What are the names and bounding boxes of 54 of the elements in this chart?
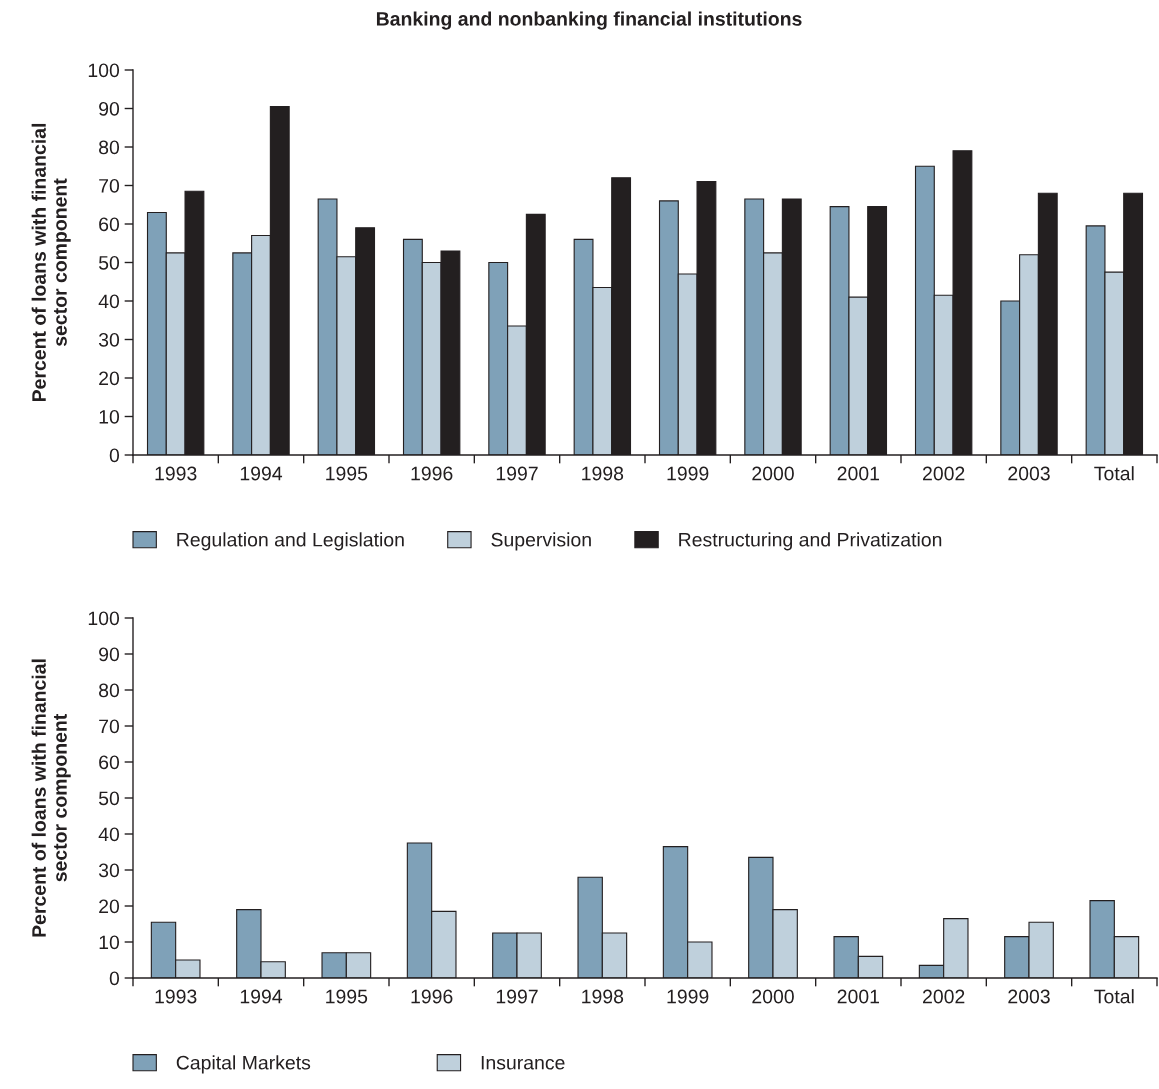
- x-tick-label: 2000: [752, 466, 794, 481]
- y-tick-label: 0: [109, 971, 120, 986]
- x-tick-label: 1998: [582, 989, 624, 1004]
- x-tick-label: 2003: [1008, 989, 1050, 1004]
- y-tick-label: 100: [88, 63, 120, 78]
- y-tick-label: 20: [99, 371, 120, 386]
- x-tick-label: 1996: [411, 466, 453, 481]
- y-tick-label: 50: [98, 791, 120, 806]
- y-tick-label: 20: [99, 899, 120, 914]
- legend-label: Capital Markets: [176, 1055, 311, 1074]
- y-tick-label: 60: [99, 755, 120, 770]
- x-tick-label: Total: [1094, 466, 1134, 481]
- y-tick-label: 80: [99, 140, 120, 155]
- x-tick-label: 1993: [155, 466, 197, 481]
- x-tick-label: 1997: [496, 466, 538, 481]
- x-tick-label: 2002: [923, 989, 965, 1004]
- legend-label: Insurance: [481, 1055, 565, 1070]
- y-tick-label: 10: [99, 935, 120, 950]
- y-axis-title: Percent of loans with financial sector component: [31, 123, 71, 402]
- legend-label: Regulation and Legislation: [177, 532, 404, 551]
- y-tick-label: 100: [88, 611, 120, 626]
- x-tick-label: 2001: [837, 466, 880, 481]
- x-tick-label: 1995: [326, 989, 368, 1004]
- x-tick-label: 2003: [1008, 466, 1050, 481]
- legend-label: Supervision: [491, 532, 591, 551]
- x-tick-label: Total: [1094, 989, 1134, 1004]
- y-tick-label: 70: [99, 719, 120, 734]
- y-tick-label: 30: [98, 863, 120, 878]
- x-tick-label: 1993: [155, 989, 197, 1004]
- y-tick-label: 90: [99, 101, 120, 116]
- y-tick-label: 10: [99, 409, 120, 424]
- x-tick-label: 2002: [923, 466, 965, 481]
- x-tick-label: 1998: [582, 466, 624, 481]
- y-tick-label: 70: [99, 178, 120, 193]
- chart-title: Banking and nonbanking financial institutions: [376, 11, 802, 30]
- y-tick-label: 0: [109, 448, 120, 463]
- x-tick-label: 2001: [837, 989, 880, 1004]
- x-tick-label: 1995: [326, 466, 368, 481]
- x-tick-label: 1999: [667, 466, 709, 481]
- x-tick-label: 1997: [496, 989, 538, 1004]
- legend-label: Restructuring and Privatization: [679, 532, 942, 551]
- y-tick-label: 40: [98, 827, 120, 842]
- y-tick-label: 90: [99, 647, 120, 662]
- x-tick-label: 1994: [240, 466, 283, 481]
- y-tick-label: 80: [99, 683, 120, 698]
- y-tick-label: 30: [98, 332, 120, 347]
- x-tick-label: 2000: [752, 989, 794, 1004]
- x-tick-label: 1996: [411, 989, 453, 1004]
- x-tick-label: 1999: [667, 989, 709, 1004]
- x-tick-label: 1994: [240, 989, 283, 1004]
- y-axis-title: Percent of loans with financial sector component: [31, 659, 71, 937]
- y-tick-label: 40: [98, 294, 120, 309]
- y-tick-label: 60: [99, 217, 120, 232]
- y-tick-label: 50: [98, 255, 120, 270]
